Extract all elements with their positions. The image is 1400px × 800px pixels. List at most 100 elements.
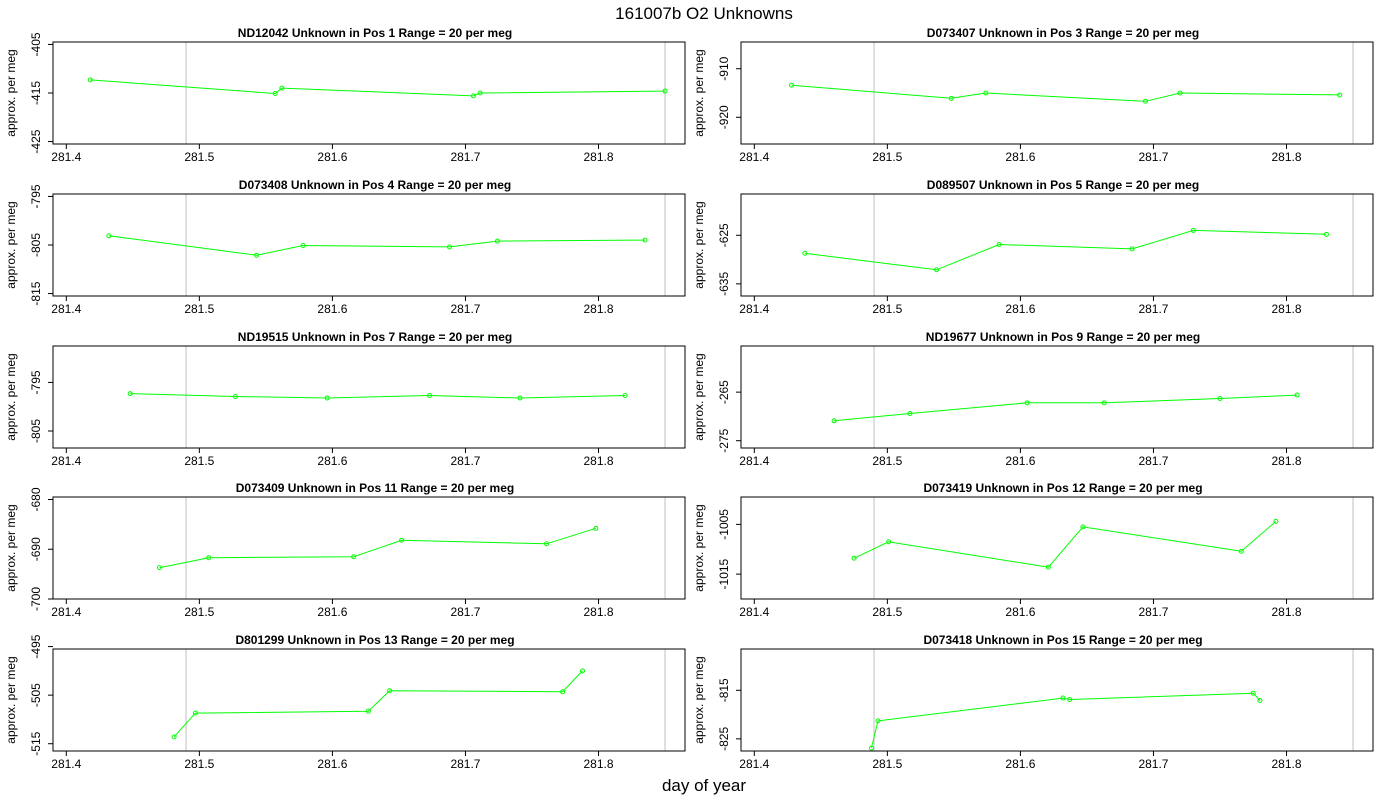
plot-frame [740,41,1374,145]
series-line [90,79,666,97]
data-point [365,708,371,714]
y-axis-label: approx. per meg [4,656,18,743]
panel-4: D089507 Unknown in Pos 5 Range = 20 per … [692,178,1374,316]
figure-xlabel: day of year [662,776,746,795]
series-line [130,393,626,399]
data-point [1323,231,1329,237]
data-point [1273,518,1279,524]
data-point [1190,227,1196,233]
plot-frame [52,345,686,449]
data-point [802,250,808,256]
data-point [171,734,177,740]
x-tick-label: 281.7 [450,605,480,619]
y-tick-label: -795 [29,184,43,208]
panel-title: D073409 Unknown in Pos 11 Range = 20 per… [236,481,514,495]
y-tick-label: -825 [717,727,731,751]
x-tick-label: 281.8 [1272,454,1302,468]
data-point [300,242,306,248]
panels-group: ND12042 Unknown in Pos 1 Range = 20 per … [4,26,1374,771]
x-tick-label: 281.5 [872,302,902,316]
data-point [446,244,452,250]
x-tick-label: 281.7 [450,454,480,468]
data-point [544,541,550,547]
y-axis-label: approx. per meg [692,504,706,591]
x-tick-label: 281.4 [739,150,769,164]
data-point [868,745,874,751]
x-tick-label: 281.7 [1138,150,1168,164]
panel-10: D073418 Unknown in Pos 15 Range = 20 per… [692,633,1374,771]
panel-title: D073408 Unknown in Pos 4 Range = 20 per … [239,178,511,192]
data-point [399,537,405,543]
x-tick-label: 281.4 [51,150,81,164]
x-tick-label: 281.4 [739,454,769,468]
panel-title: D801299 Unknown in Pos 13 Range = 20 per… [235,633,514,647]
plot-frame [52,648,686,752]
x-tick-label: 281.5 [872,150,902,164]
data-point [1080,524,1086,530]
plot-frame [740,193,1374,297]
panel-7: D073409 Unknown in Pos 11 Range = 20 per… [4,481,686,619]
y-tick-label: -505 [29,683,43,707]
data-point [1142,98,1148,104]
x-tick-label: 281.7 [1138,757,1168,771]
x-tick-label: 281.8 [1272,757,1302,771]
y-axis-label: approx. per meg [692,656,706,743]
x-tick-label: 281.5 [184,302,214,316]
data-point [156,565,162,571]
data-point [351,554,357,560]
data-point [996,242,1002,248]
data-point [934,267,940,273]
data-point [875,718,881,724]
data-point [127,391,133,397]
data-point [1024,400,1030,406]
panel-1: ND12042 Unknown in Pos 1 Range = 20 per … [4,26,686,164]
data-point [1060,695,1066,701]
y-tick-label: -265 [717,380,731,404]
y-axis-label: approx. per meg [4,504,18,591]
series-line [853,521,1277,568]
data-point [232,394,238,400]
data-point [1257,697,1263,703]
x-tick-label: 281.6 [317,454,347,468]
data-point [1238,548,1244,554]
series-line [173,670,583,738]
data-point [642,237,648,243]
panel-9: D801299 Unknown in Pos 13 Range = 20 per… [4,633,686,771]
x-tick-label: 281.6 [1005,757,1035,771]
data-point [662,88,668,94]
x-tick-label: 281.6 [1005,302,1035,316]
x-tick-label: 281.4 [51,605,81,619]
series-line [804,229,1327,271]
series-line [834,394,1298,422]
data-point [192,710,198,716]
x-tick-label: 281.8 [1272,605,1302,619]
data-point [560,689,566,695]
data-point [254,252,260,258]
data-point [1337,92,1343,98]
data-point [517,395,523,401]
data-point [1067,697,1073,703]
x-tick-label: 281.7 [450,302,480,316]
data-point [494,238,500,244]
y-tick-label: -1015 [717,558,731,589]
y-tick-label: -415 [29,81,43,105]
x-tick-label: 281.4 [51,302,81,316]
data-point [272,90,278,96]
y-tick-label: -1005 [717,509,731,540]
data-point [387,688,393,694]
plot-frame [740,345,1374,449]
series-line [791,84,1340,102]
x-tick-label: 281.5 [184,150,214,164]
data-point [1177,90,1183,96]
x-tick-label: 281.5 [872,605,902,619]
x-tick-label: 281.5 [184,757,214,771]
y-tick-label: -700 [29,587,43,611]
x-tick-label: 281.8 [584,454,614,468]
x-tick-label: 281.4 [51,454,81,468]
panel-6: ND19677 Unknown in Pos 9 Range = 20 per … [692,330,1374,468]
panel-title: D073407 Unknown in Pos 3 Range = 20 per … [927,26,1199,40]
x-tick-label: 281.5 [872,454,902,468]
panel-8: D073419 Unknown in Pos 12 Range = 20 per… [692,481,1374,619]
x-tick-label: 281.6 [1005,150,1035,164]
